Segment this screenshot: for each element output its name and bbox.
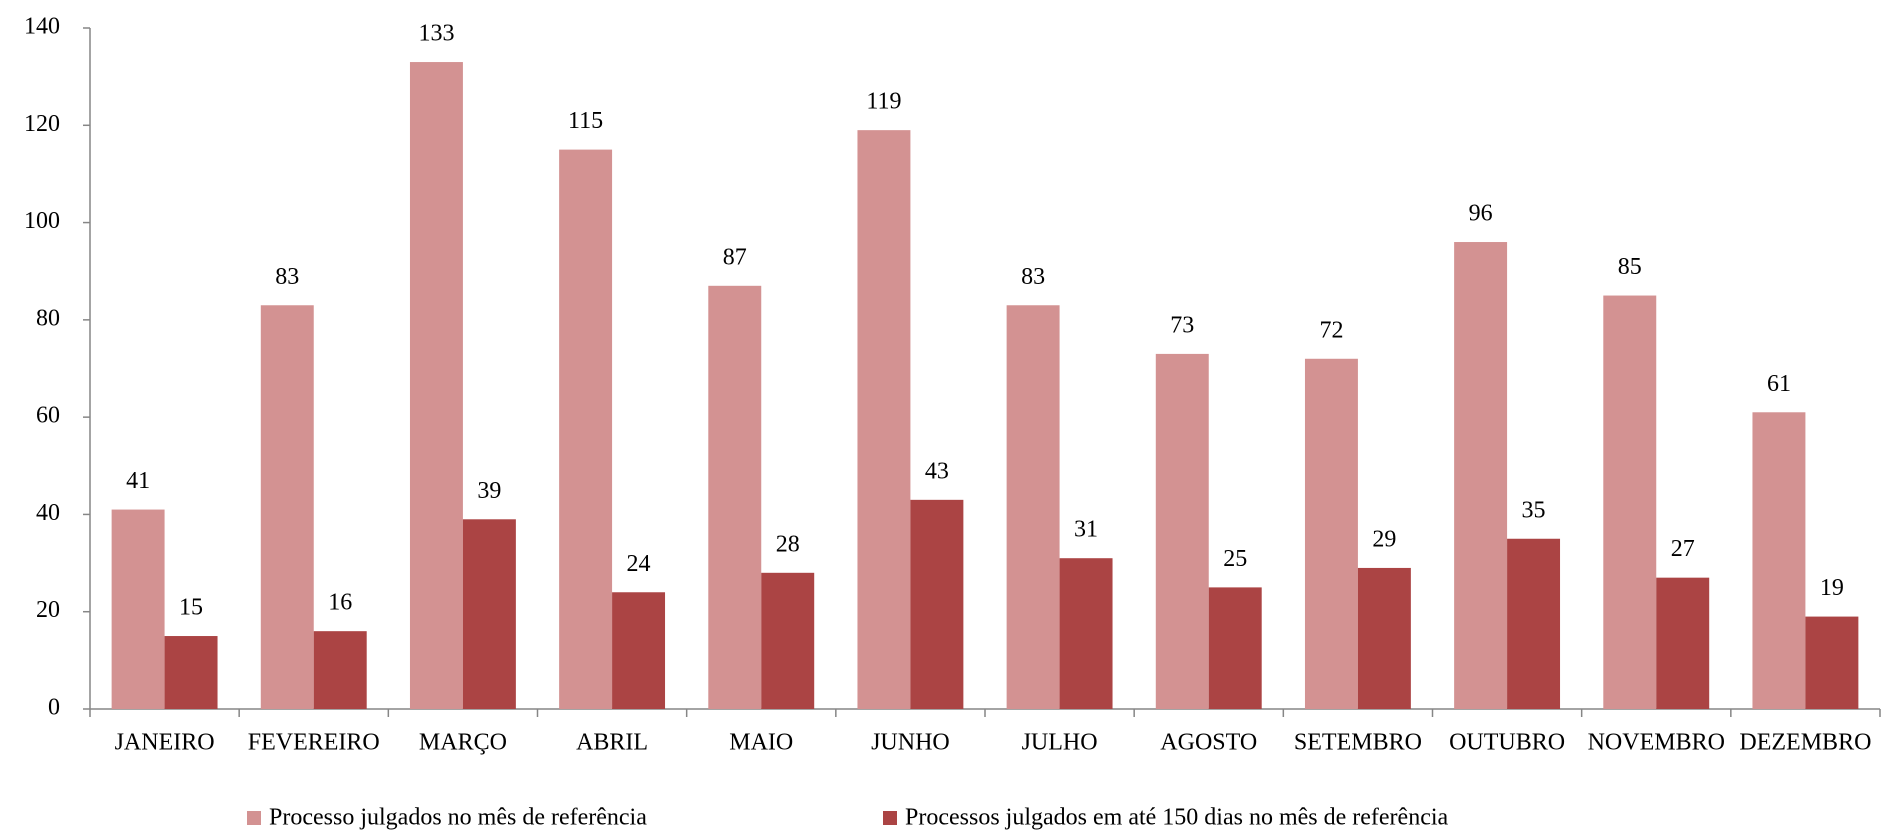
bar (260, 305, 314, 709)
value-label: 133 (418, 21, 454, 47)
bar (1155, 353, 1209, 709)
bar (1357, 567, 1411, 709)
y-tick-label: 80 (36, 305, 60, 331)
x-tick-label: DEZEMBRO (1739, 730, 1871, 756)
y-tick-label: 40 (36, 500, 60, 526)
x-tick-label: OUTUBRO (1449, 730, 1565, 756)
y-tick-label: 120 (24, 111, 60, 137)
value-label: 115 (568, 108, 603, 134)
x-tick-label: MAIO (729, 730, 793, 756)
value-label: 85 (1618, 254, 1642, 280)
bar (1304, 358, 1358, 709)
bar (1603, 295, 1657, 709)
value-label: 96 (1469, 201, 1493, 227)
bar (708, 285, 762, 709)
legend-label: Processos julgados em até 150 dias no mê… (905, 805, 1449, 831)
bar (612, 592, 666, 709)
value-label: 43 (925, 458, 949, 484)
bar (1507, 538, 1561, 709)
bar (1805, 616, 1859, 709)
bar (111, 509, 165, 709)
bar (1752, 412, 1806, 709)
bar (910, 499, 964, 709)
legend-swatch (883, 811, 897, 825)
bar (1454, 242, 1508, 709)
value-label: 28 (776, 531, 800, 557)
value-label: 35 (1522, 497, 1546, 523)
bar (462, 519, 516, 709)
y-tick-label: 100 (24, 208, 60, 234)
bar (1059, 558, 1113, 709)
x-tick-label: JULHO (1022, 730, 1098, 756)
bar (1208, 587, 1262, 709)
x-tick-label: JANEIRO (115, 730, 215, 756)
legend-swatch (247, 811, 261, 825)
bar (164, 636, 218, 709)
x-tick-label: FEVEREIRO (248, 730, 380, 756)
bar (409, 62, 463, 710)
bar (1006, 305, 1060, 709)
bar (559, 149, 613, 709)
y-tick-label: 0 (48, 695, 60, 721)
legend-label: Processo julgados no mês de referência (269, 805, 647, 831)
value-label: 83 (275, 264, 299, 290)
x-tick-label: MARÇO (419, 730, 507, 756)
value-label: 73 (1170, 312, 1194, 338)
x-tick-label: NOVEMBRO (1588, 730, 1725, 756)
y-tick-label: 140 (24, 14, 60, 40)
value-label: 61 (1767, 371, 1791, 397)
x-tick-label: JUNHO (871, 730, 950, 756)
value-label: 19 (1820, 575, 1844, 601)
value-label: 72 (1319, 317, 1343, 343)
value-label: 39 (477, 478, 501, 504)
value-label: 24 (627, 551, 651, 577)
value-label: 16 (328, 590, 352, 616)
value-label: 83 (1021, 264, 1045, 290)
bar (857, 130, 911, 709)
bar (313, 631, 367, 709)
value-label: 119 (866, 89, 901, 115)
value-label: 27 (1671, 536, 1695, 562)
value-label: 15 (179, 595, 203, 621)
value-label: 31 (1074, 517, 1098, 543)
bar (761, 572, 815, 709)
value-label: 29 (1372, 526, 1396, 552)
x-tick-label: AGOSTO (1160, 730, 1257, 756)
value-label: 41 (126, 468, 150, 494)
x-tick-label: SETEMBRO (1294, 730, 1422, 756)
y-tick-label: 60 (36, 403, 60, 429)
value-label: 25 (1223, 546, 1247, 572)
y-tick-label: 20 (36, 597, 60, 623)
bar (1656, 577, 1710, 709)
value-label: 87 (723, 244, 747, 270)
x-tick-label: ABRIL (576, 730, 648, 756)
